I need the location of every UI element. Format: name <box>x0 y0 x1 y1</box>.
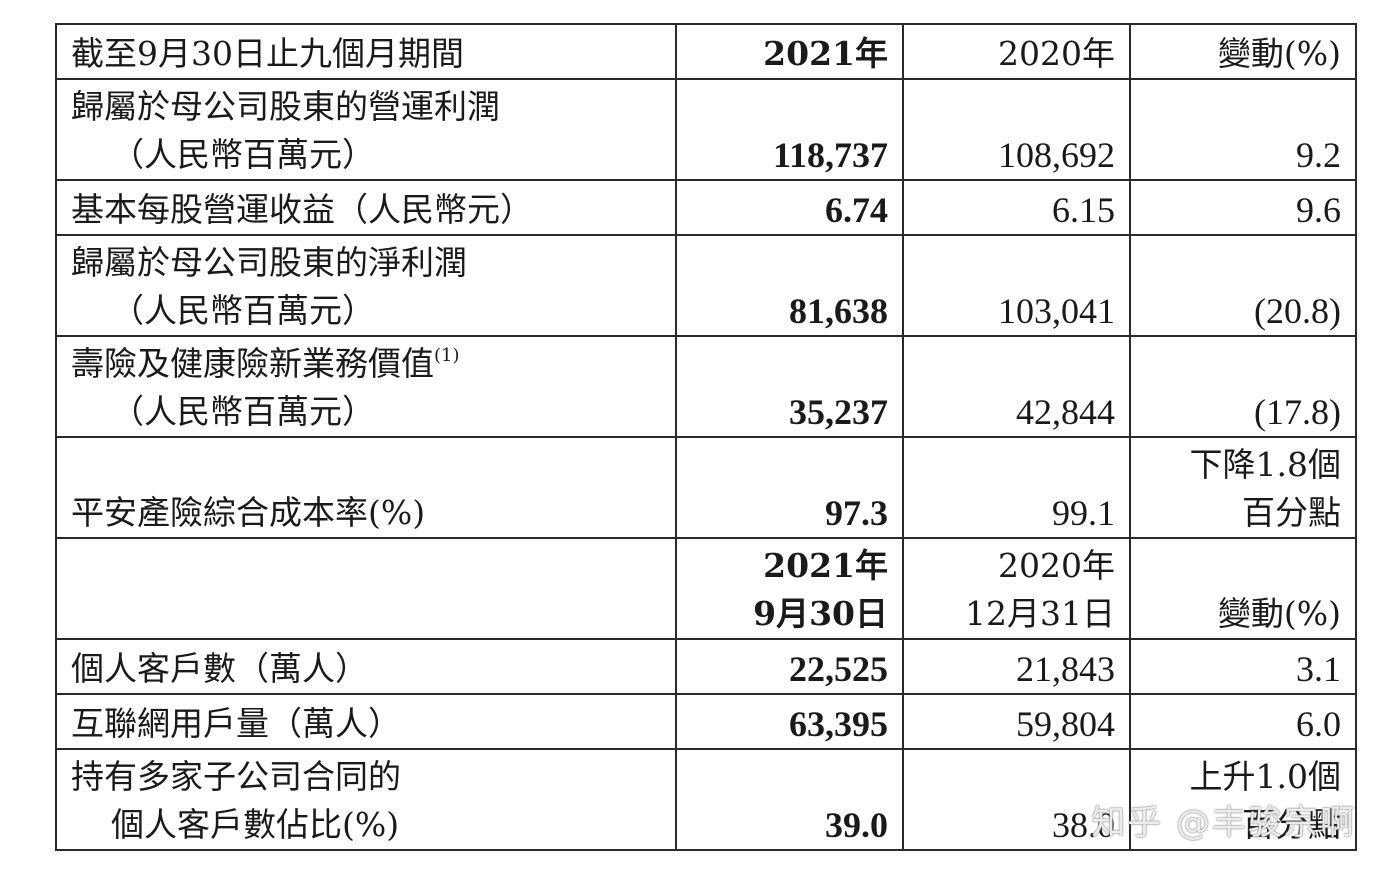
financial-summary-table: 截至9月30日止九個月期間 2021年 2020年 變動(%) 歸屬於母公司股東… <box>55 23 1357 851</box>
footnote-marker: (1) <box>434 345 460 366</box>
row-label: 互聯網用戶量（萬人） <box>55 693 677 750</box>
value-change: (17.8) <box>1129 335 1357 438</box>
row-label: 持有多家子公司合同的 個人客戶數佔比(%) <box>55 748 677 851</box>
value-2020: 6.15 <box>902 179 1131 236</box>
value-change: 下降1.8個 百分點 <box>1129 436 1357 539</box>
row-label: 歸屬於母公司股東的營運利潤 （人民幣百萬元） <box>55 78 677 181</box>
table-row: 壽險及健康險新業務價值(1) （人民幣百萬元） 35,237 42,844 (1… <box>55 335 1357 438</box>
value-2021: 81,638 <box>675 234 904 337</box>
change-line1: 下降1.8個 <box>1189 445 1341 484</box>
table-subheader-row: 2021年 9月30日 2020年 12月31日 變動(%) <box>55 537 1357 640</box>
col-change-header: 變動(%) <box>1129 537 1357 640</box>
value-2021: 39.0 <box>675 748 904 851</box>
value-change: 9.2 <box>1129 78 1357 181</box>
col-2021-date-header: 2021年 9月30日 <box>675 537 904 640</box>
row-label-line1: 歸屬於母公司股東的營運利潤 <box>71 87 500 126</box>
col-2021-date: 9月30日 <box>753 594 888 633</box>
row-label-line1: 壽險及健康險新業務價值(1) <box>71 340 661 388</box>
value-2020: 99.1 <box>902 436 1131 539</box>
change-line2: 百分點 <box>1242 805 1341 844</box>
table-row: 平安產險綜合成本率(%) 97.3 99.1 下降1.8個 百分點 <box>55 436 1357 539</box>
row-label: 個人客戶數（萬人） <box>55 638 677 695</box>
table-row: 個人客戶數（萬人） 22,525 21,843 3.1 <box>55 638 1357 695</box>
value-2020: 42,844 <box>902 335 1131 438</box>
col-2020-header: 2020年 <box>902 23 1131 80</box>
value-2021: 63,395 <box>675 693 904 750</box>
row-label-line1: 持有多家子公司合同的 <box>71 757 401 796</box>
value-2021: 6.74 <box>675 179 904 236</box>
value-change: 3.1 <box>1129 638 1357 695</box>
row-label-line2: （人民幣百萬元） <box>111 291 375 330</box>
table-row: 歸屬於母公司股東的淨利潤 （人民幣百萬元） 81,638 103,041 (20… <box>55 234 1357 337</box>
value-change: (20.8) <box>1129 234 1357 337</box>
row-label: 平安產險綜合成本率(%) <box>55 436 677 539</box>
value-2020: 21,843 <box>902 638 1131 695</box>
col-2021-header: 2021年 <box>675 23 904 80</box>
row-label: 壽險及健康險新業務價值(1) （人民幣百萬元） <box>55 335 677 438</box>
row-label-line2: 個人客戶數佔比(%) <box>111 805 400 844</box>
col-change-header: 變動(%) <box>1129 23 1357 80</box>
value-2021: 97.3 <box>675 436 904 539</box>
row-label: 歸屬於母公司股東的淨利潤 （人民幣百萬元） <box>55 234 677 337</box>
table-row: 歸屬於母公司股東的營運利潤 （人民幣百萬元） 118,737 108,692 9… <box>55 78 1357 181</box>
row-label-line1: 歸屬於母公司股東的淨利潤 <box>71 243 467 282</box>
col-2020-year: 2020年 <box>998 546 1115 585</box>
period-header: 截至9月30日止九個月期間 <box>55 23 677 80</box>
row-label-line2: （人民幣百萬元） <box>111 392 375 431</box>
table-row: 持有多家子公司合同的 個人客戶數佔比(%) 39.0 38.0 上升1.0個 百… <box>55 748 1357 851</box>
value-change: 6.0 <box>1129 693 1357 750</box>
watermark: 知乎 @丰骏宗啊 <box>1091 803 1356 843</box>
table-row: 互聯網用戶量（萬人） 63,395 59,804 6.0 <box>55 693 1357 750</box>
value-2020: 59,804 <box>902 693 1131 750</box>
row-label: 基本每股營運收益（人民幣元） <box>55 179 677 236</box>
subheader-empty <box>55 537 677 640</box>
row-label-text: 壽險及健康險新業務價值 <box>71 344 434 383</box>
change-line2: 百分點 <box>1242 493 1341 532</box>
value-2020: 103,041 <box>902 234 1131 337</box>
table-row: 基本每股營運收益（人民幣元） 6.74 6.15 9.6 <box>55 179 1357 236</box>
value-change: 9.6 <box>1129 179 1357 236</box>
value-2021: 22,525 <box>675 638 904 695</box>
value-2021: 35,237 <box>675 335 904 438</box>
table-header-row: 截至9月30日止九個月期間 2021年 2020年 變動(%) <box>55 23 1357 80</box>
col-2021-year: 2021年 <box>763 546 888 585</box>
col-2020-date-header: 2020年 12月31日 <box>902 537 1131 640</box>
row-label-line2: （人民幣百萬元） <box>111 135 375 174</box>
value-2020: 108,692 <box>902 78 1131 181</box>
change-line1: 上升1.0個 <box>1189 757 1341 796</box>
value-change: 上升1.0個 百分點 <box>1129 748 1357 851</box>
value-2020: 38.0 <box>902 748 1131 851</box>
col-2020-date: 12月31日 <box>965 594 1115 633</box>
value-2021: 118,737 <box>675 78 904 181</box>
